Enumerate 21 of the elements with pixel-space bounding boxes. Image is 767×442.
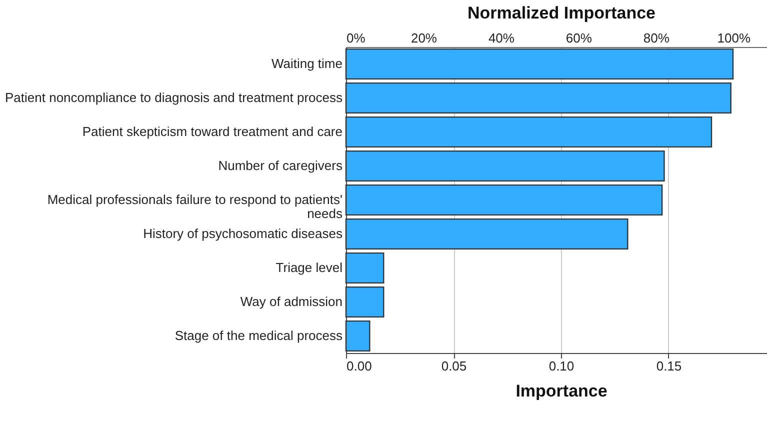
x2-axis-title: Normalized Importance xyxy=(468,4,656,22)
x2-tick-label: 40% xyxy=(488,30,515,46)
x-tick-label: 0.10 xyxy=(548,358,574,374)
x-tick-label: 0.05 xyxy=(441,358,467,374)
x-tick-label: 0.15 xyxy=(656,358,682,374)
y-tick-label: Way of admission xyxy=(240,294,342,309)
x2-tick-label: 0% xyxy=(346,30,366,46)
y-tick-label: Patient skepticism toward treatment and care xyxy=(82,124,342,139)
x2-tick-label: 80% xyxy=(643,30,670,46)
y-tick-label: Medical professionals failure to respond to patients' needs xyxy=(47,192,343,221)
y-tick-label: Stage of the medical process xyxy=(174,328,343,343)
y-tick-label: Waiting time xyxy=(271,56,342,71)
y-tick-label: Patient noncompliance to diagnosis and treatment process xyxy=(5,90,343,105)
y-tick-label: History of psychosomatic diseases xyxy=(143,226,343,241)
y-tick-label: Triage level xyxy=(276,260,343,275)
x2-tick-label: 100% xyxy=(717,30,751,46)
x2-tick-label: 20% xyxy=(410,30,438,46)
x-tick-label: 0.00 xyxy=(346,358,372,374)
x-axis-title: Importance xyxy=(516,382,608,400)
y-tick-label: Number of caregivers xyxy=(218,158,343,173)
x2-tick-label: 60% xyxy=(566,30,592,46)
